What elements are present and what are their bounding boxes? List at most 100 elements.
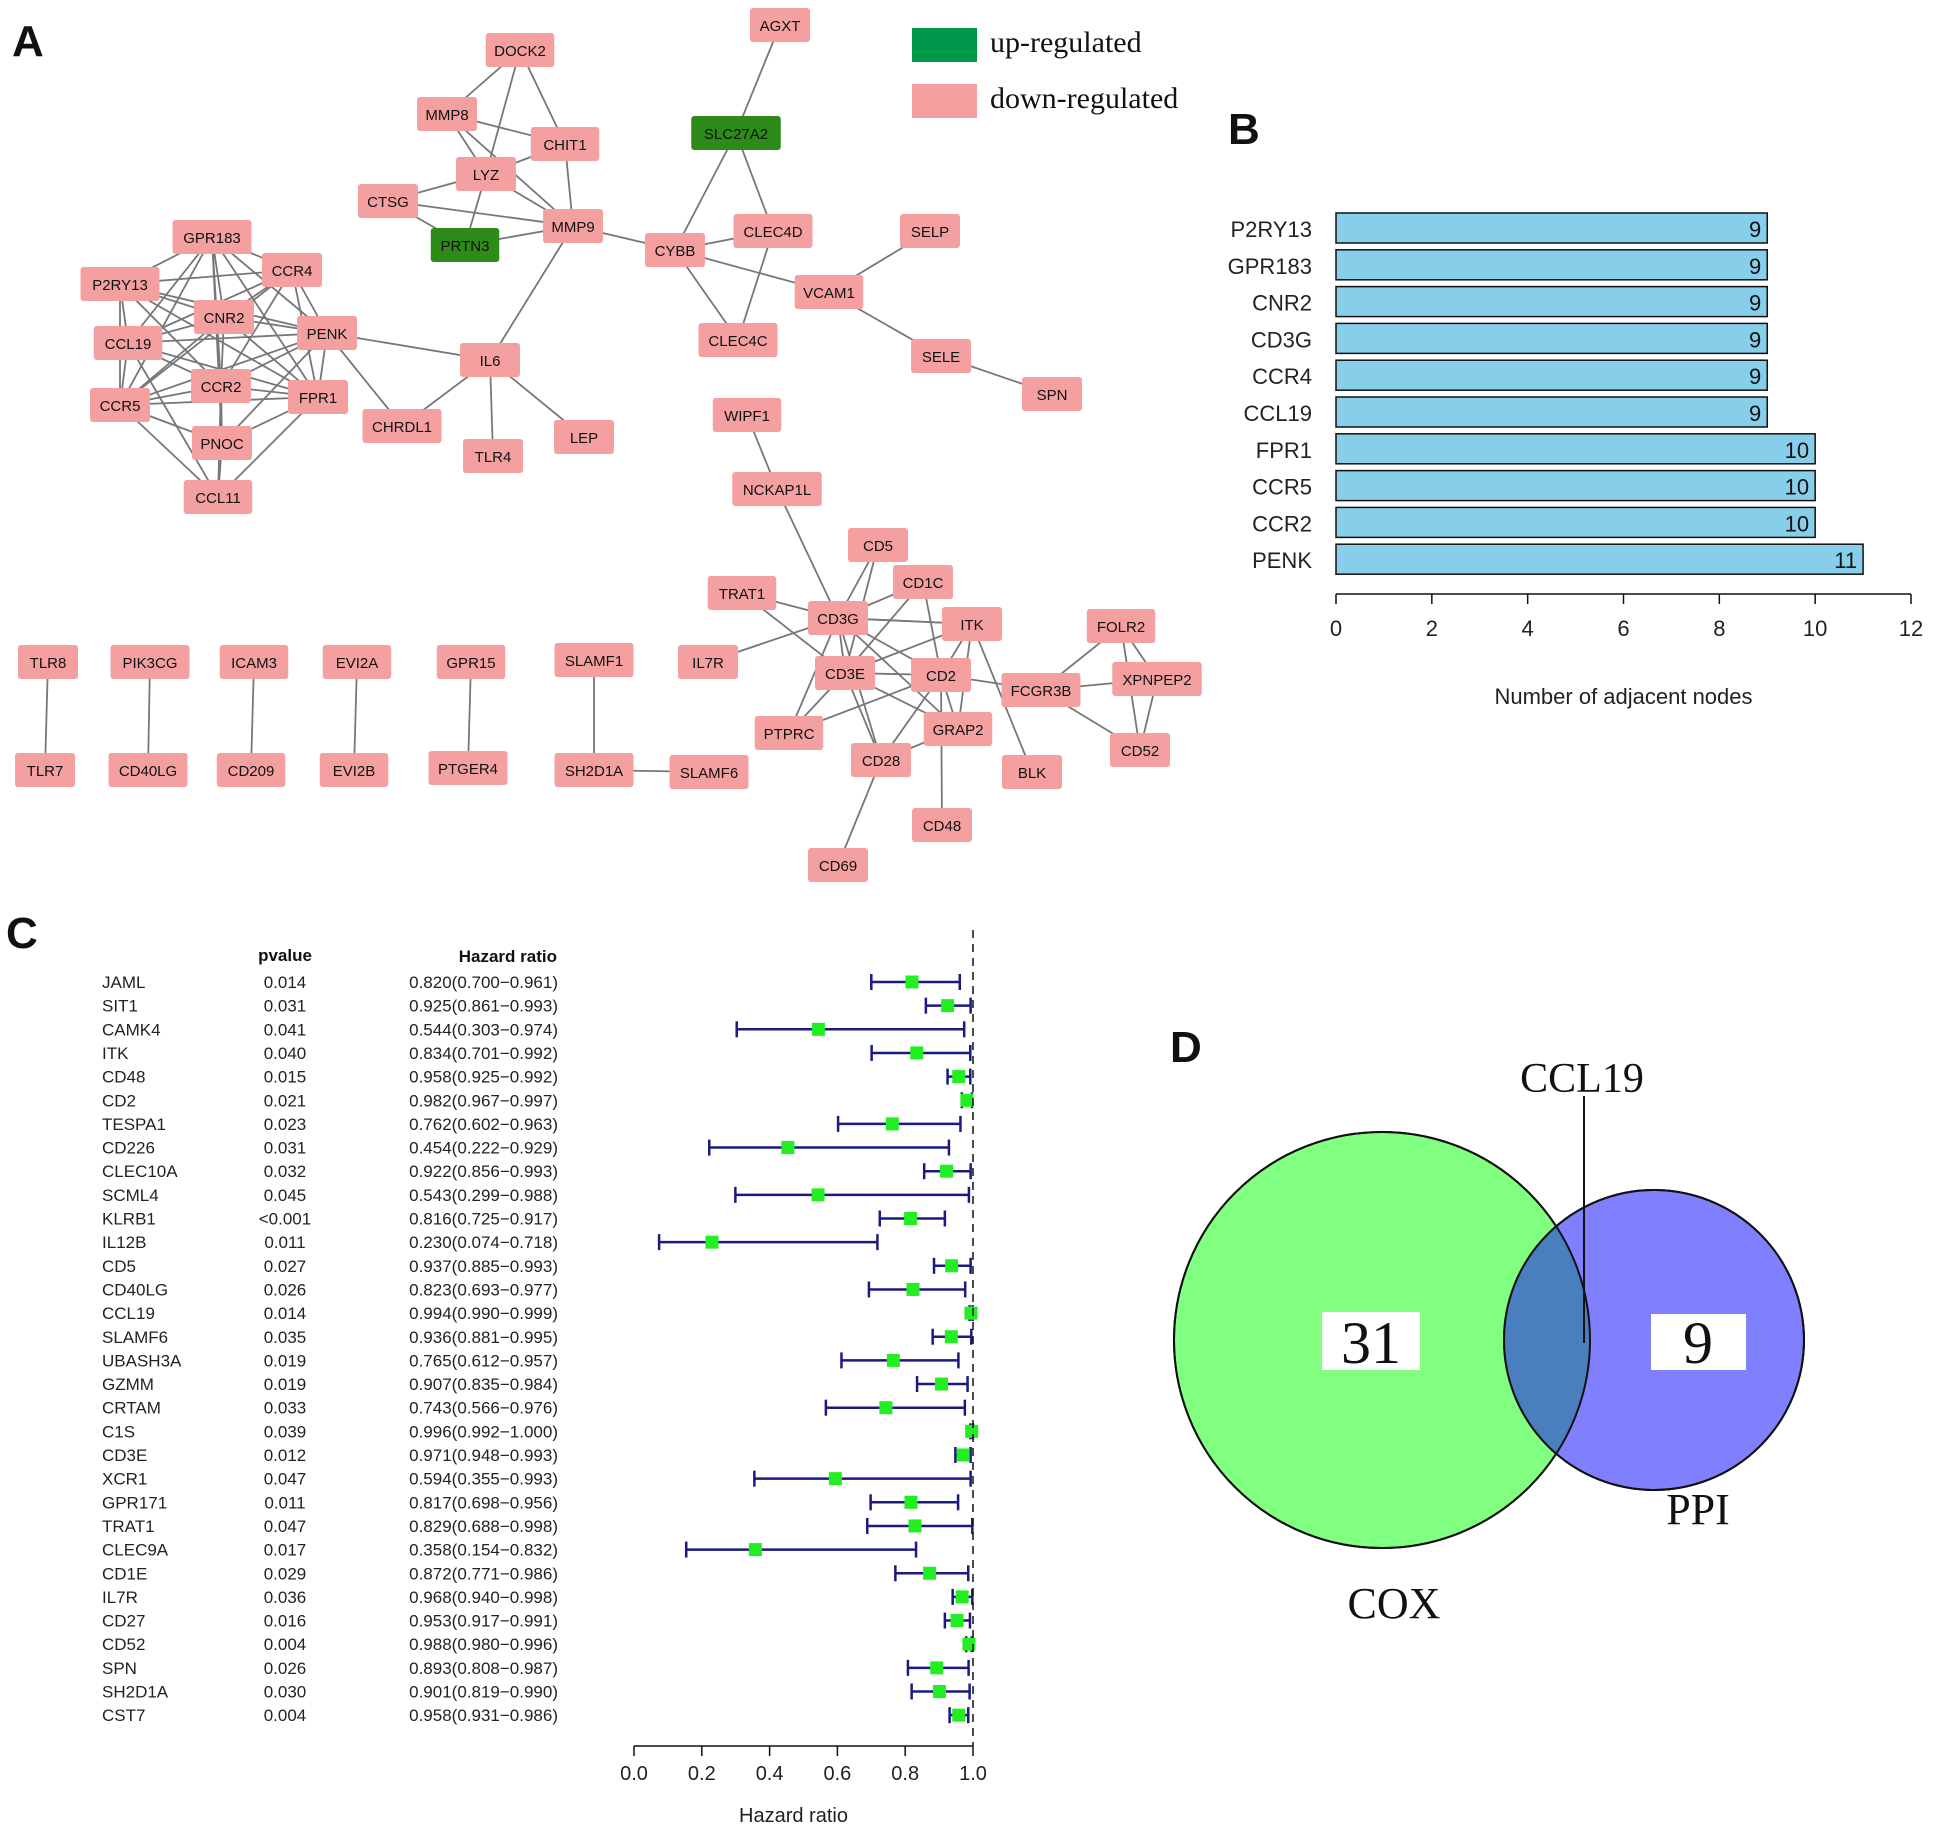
network-node-label: TLR7 [27,763,64,780]
network-node-box [923,712,993,746]
forest-point [904,1212,918,1225]
forest-row-cd3e: CD3E 0.012 0.971(0.948−0.993) [102,1446,972,1465]
network-node-label: CCL19 [105,336,152,353]
network-node-cd28: CD28 [851,743,911,777]
network-node-box [754,716,824,750]
forest-pvalue: 0.014 [264,973,307,992]
forest-hr-text: 0.971(0.948−0.993) [409,1446,558,1465]
network-node-prtn3: PRTN3 [430,228,500,262]
bar-value-label: 9 [1749,364,1761,389]
network-node-ctsg: CTSG [358,184,418,218]
network-node-box [460,343,520,377]
forest-point [705,1235,719,1249]
network-node-mmp8: MMP8 [417,97,477,131]
forest-gene-label: XCR1 [102,1470,147,1489]
network-node-box [262,253,322,287]
network-node-label: WIPF1 [724,408,770,425]
bar-penk [1335,543,1864,575]
network-node-box [297,316,357,350]
forest-pvalue: 0.031 [264,1139,307,1158]
bar-x-tick-label: 4 [1522,616,1534,641]
network-node-tlr8: TLR8 [18,645,78,679]
network-edge [788,617,839,734]
network-node-box [1086,609,1156,643]
forest-point [934,1377,948,1391]
network-node-evi2a: EVI2A [322,645,392,679]
forest-gene-label: KLRB1 [102,1210,156,1229]
forest-pvalue: 0.011 [264,1493,305,1512]
forest-gene-label: SIT1 [102,997,138,1016]
forest-hr-text: 0.936(0.881−0.995) [409,1328,558,1347]
network-node-label: P2RY13 [92,277,148,294]
network-node-label: PTGER4 [438,761,498,778]
network-node-clec4d: CLEC4D [733,214,813,248]
network-node-label: LEP [570,430,598,447]
network-node-ccr2: CCR2 [191,369,251,403]
forest-row-c1s: C1S 0.039 0.996(0.992−1.000) [102,1422,979,1441]
network-node-box [733,214,813,248]
legend-down-swatch [912,84,977,118]
network-node-box [848,528,908,562]
forest-gene-label: JAML [102,973,145,992]
forest-point [910,1046,924,1060]
forest-row-sit1: SIT1 0.031 0.925(0.861−0.993) [102,997,972,1016]
forest-row-camk4: CAMK4 0.041 0.544(0.303−0.974) [102,1020,966,1039]
network-node-box [712,398,782,432]
forest-point [886,1353,900,1367]
network-node-label: PTPRC [764,726,815,743]
network-node-pik3cg: PIK3CG [110,645,190,679]
network-edge [485,49,521,175]
network-node-label: CTSG [367,194,409,211]
bar-category-label: FPR1 [1256,438,1312,463]
network-node-dock2: DOCK2 [485,33,555,67]
network-node-label: VCAM1 [803,285,855,302]
forest-point [944,1330,958,1344]
network-node-label: AGXT [760,18,801,35]
forest-point [930,1661,944,1675]
forest-row-il7r: IL7R 0.036 0.968(0.940−0.998) [102,1588,974,1607]
network-node-box [554,420,614,454]
forest-hr-text: 0.996(0.992−1.000) [409,1422,558,1441]
bar-x-tick-label: 6 [1617,616,1629,641]
network-edge [737,230,774,341]
network-node-box [698,323,778,357]
network-node-label: SLAMF6 [680,765,738,782]
network-node-label: CYBB [655,243,696,260]
forest-gene-label: IL12B [102,1233,146,1252]
network-node-ccl19: CCL19 [93,326,163,360]
network-node-label: MMP9 [551,219,594,236]
bar-x-tick-label: 8 [1713,616,1725,641]
network-node-box [808,601,868,635]
network-node-spn: SPN [1022,377,1082,411]
network-node-box [463,439,523,473]
forest-point [906,1282,920,1296]
network-node-selp: SELP [900,214,960,248]
forest-hr-text: 0.743(0.566−0.976) [409,1399,558,1418]
network-node-box [851,743,911,777]
panel-label-d: D [1170,1023,1202,1072]
network-node-label: CCR2 [201,379,242,396]
network-node-label: PRTN3 [441,238,490,255]
venn-ppi-outline [1503,1189,1805,1491]
forest-row-slamf6: SLAMF6 0.035 0.936(0.881−0.995) [102,1328,973,1347]
network-node-label: GRAP2 [933,722,984,739]
network-node-box [191,369,251,403]
forest-gene-label: CRTAM [102,1399,161,1418]
network-node-xpnpep2: XPNPEP2 [1112,662,1202,696]
venn-cox-outline [1173,1131,1591,1549]
forest-gene-label: CST7 [102,1706,145,1725]
network-node-cd69: CD69 [808,848,868,882]
forest-hr-text: 0.816(0.725−0.917) [409,1210,558,1229]
network-node-vcam1: VCAM1 [794,275,864,309]
forest-pvalue: 0.045 [264,1186,307,1205]
network-node-ptger4: PTGER4 [428,751,508,785]
forest-pvalue: 0.026 [264,1659,307,1678]
network-edge [221,332,328,444]
forest-x-tick-label: 0.4 [756,1763,784,1785]
forest-point [923,1566,937,1580]
network-edge [119,269,293,406]
forest-gene-label: C1S [102,1422,135,1441]
bar-value-label: 9 [1749,254,1761,279]
bar-cd3g [1335,322,1768,355]
forest-row-jaml: JAML 0.014 0.820(0.700−0.961) [102,973,962,992]
